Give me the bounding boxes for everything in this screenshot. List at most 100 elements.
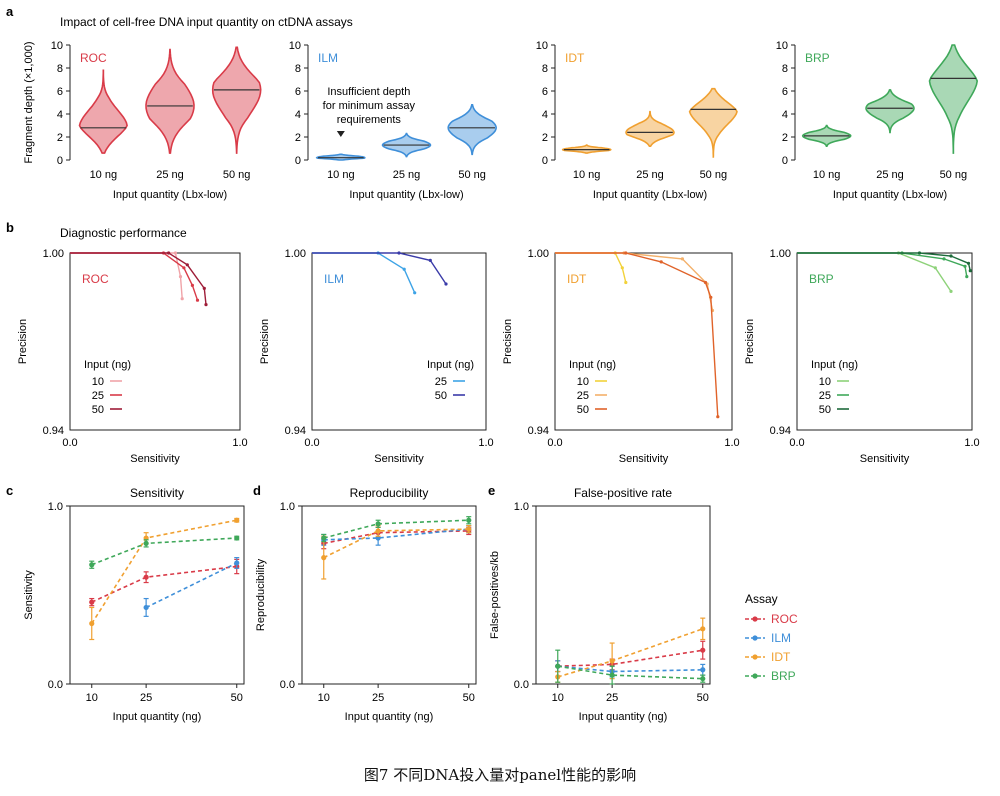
series-point-idt xyxy=(700,626,706,632)
x-axis-label: Input quantity (Lbx-low) xyxy=(113,189,227,201)
series-point-25 xyxy=(190,283,194,287)
series-point-50 xyxy=(202,286,206,290)
y-tick-label: 6 xyxy=(57,86,63,98)
plot-frame xyxy=(69,505,245,685)
x-tick-label: 0.0 xyxy=(547,437,562,449)
y-tick-label: 0.94 xyxy=(528,425,549,437)
x-tick-label: 50 xyxy=(231,692,243,704)
x-tick-label: 25 xyxy=(606,692,618,704)
series-point-25 xyxy=(942,257,946,261)
x-axis-label: Input quantity (ng) xyxy=(579,711,668,723)
plot-title: Sensitivity xyxy=(130,486,184,500)
violin-plot-roc: 0 2 4 6 8 10 ROC 10 ng 25 ng 50 ng Input quantity … xyxy=(23,40,262,201)
series-point-50 xyxy=(204,303,208,307)
precision-sensitivity-plots: 1.000.940.0 1.0SensitivityPrecisionROCInp… xyxy=(17,248,980,465)
series-point-50 xyxy=(968,269,972,273)
series-point-50 xyxy=(185,263,189,267)
x-axis-label: Sensitivity xyxy=(130,453,180,465)
pr-plot-roc: 1.00 0.940.0 1.0 Sensitivity Precision ROC Inp… xyxy=(17,248,248,465)
legend-title: Input (ng) xyxy=(427,359,474,371)
series-point-50 xyxy=(709,295,713,299)
x-category-label: 25 ng xyxy=(156,169,184,181)
series-point-25 xyxy=(680,257,685,261)
series-line-10 xyxy=(555,252,627,283)
metric-plot-c: Sensitivity 0.0 1.0 10 25 50 Input quantity (n… xyxy=(23,486,245,723)
metric-plot-d: Reproducibility 0.0 1.0 10 25 50 Input quantit… xyxy=(255,486,477,723)
y-tick-label: 0 xyxy=(295,155,301,167)
series-point-brp xyxy=(89,562,95,568)
y-tick-label: 1.0 xyxy=(48,501,63,513)
series-point-25 xyxy=(182,266,186,270)
y-tick-label: 8 xyxy=(57,63,63,75)
y-axis-label: Precision xyxy=(17,319,29,364)
series-point-10 xyxy=(624,280,628,285)
x-category-label: 50 ng xyxy=(700,169,728,181)
series-point-25 xyxy=(402,267,406,271)
series-point-ilm xyxy=(143,604,149,611)
series-point-25 xyxy=(413,291,417,295)
series-point-ilm xyxy=(700,667,706,673)
series-point-idt xyxy=(466,526,472,532)
y-tick-label: 2 xyxy=(782,132,788,144)
plot-frame xyxy=(301,505,477,685)
x-tick-label: 1.0 xyxy=(964,437,979,449)
violin-2 xyxy=(865,89,915,134)
y-tick-label: 10 xyxy=(289,40,301,52)
series-line-ilm xyxy=(557,665,703,673)
assay-label: ROC xyxy=(82,272,109,286)
y-tick-label: 0.0 xyxy=(514,679,529,691)
assay-label: BRP xyxy=(809,272,834,286)
series-point-50 xyxy=(624,251,628,255)
series-point-10 xyxy=(178,275,183,279)
note-line-2: for minimum assay xyxy=(323,100,416,112)
violin-plots: 0 2 4 6 8 10 ROC 10 ng 25 ng 50 ng Input quantity … xyxy=(23,40,979,201)
assay-legend-label-brp: BRP xyxy=(771,669,796,683)
y-tick-label: 8 xyxy=(782,63,788,75)
section-title-b: Diagnostic performance xyxy=(60,226,187,240)
y-tick-label: 8 xyxy=(295,63,301,75)
x-axis-label: Input quantity (Lbx-low) xyxy=(593,189,707,201)
legend-title: Input (ng) xyxy=(569,359,616,371)
legend-label-50: 50 xyxy=(435,390,447,402)
series-point-brp xyxy=(234,535,240,541)
legend-label-50: 50 xyxy=(819,404,831,416)
assay-legend-marker xyxy=(752,673,758,679)
y-tick-label: 1.0 xyxy=(514,501,529,513)
series-point-brp xyxy=(555,663,561,669)
y-tick-label: 2 xyxy=(542,132,548,144)
series-point-50 xyxy=(716,415,720,419)
note-line-1: Insufficient depth xyxy=(327,86,410,98)
x-tick-label: 10 xyxy=(318,692,330,704)
y-tick-label: 1.00 xyxy=(285,248,306,260)
series-point-idt xyxy=(89,620,95,627)
y-tick-label: 0.94 xyxy=(770,425,791,437)
x-axis-label: Sensitivity xyxy=(374,453,424,465)
series-point-roc xyxy=(89,599,95,605)
violin-plot-brp: 0 2 4 6 8 10 BRP 10 ng 25 ng 50 ng Input quantity … xyxy=(776,40,979,201)
legend-title: Input (ng) xyxy=(811,359,858,371)
series-point-50 xyxy=(917,251,922,255)
x-axis-label: Sensitivity xyxy=(860,453,910,465)
y-tick-label: 4 xyxy=(542,109,548,121)
violin-1 xyxy=(78,69,128,154)
x-tick-label: 0.0 xyxy=(304,437,319,449)
series-line-50 xyxy=(797,252,971,271)
x-tick-label: 0.0 xyxy=(62,437,77,449)
legend-label-25: 25 xyxy=(819,390,831,402)
x-tick-label: 0.0 xyxy=(789,437,804,449)
panel-letter-d: d xyxy=(253,483,261,498)
panel-b: b Diagnostic performance 1.000.940.0 1.0S… xyxy=(6,220,980,465)
y-tick-label: 4 xyxy=(782,109,788,121)
x-tick-label: 50 xyxy=(463,692,475,704)
note-line-3: requirements xyxy=(337,114,402,126)
series-point-brp xyxy=(700,676,706,682)
series-point-50 xyxy=(659,260,663,264)
series-line-brp xyxy=(557,665,703,680)
y-tick-label: 1.00 xyxy=(528,248,549,260)
panel-letter-a: a xyxy=(6,4,14,19)
violin-2 xyxy=(625,110,675,147)
violin-plot-ilm: 0 2 4 6 8 10 ILM 10 ng 25 ng 50 ng Input quantity … xyxy=(289,40,498,201)
x-tick-label: 10 xyxy=(552,692,564,704)
x-axis-label: Sensitivity xyxy=(619,453,669,465)
x-axis-label: Input quantity (ng) xyxy=(345,711,434,723)
